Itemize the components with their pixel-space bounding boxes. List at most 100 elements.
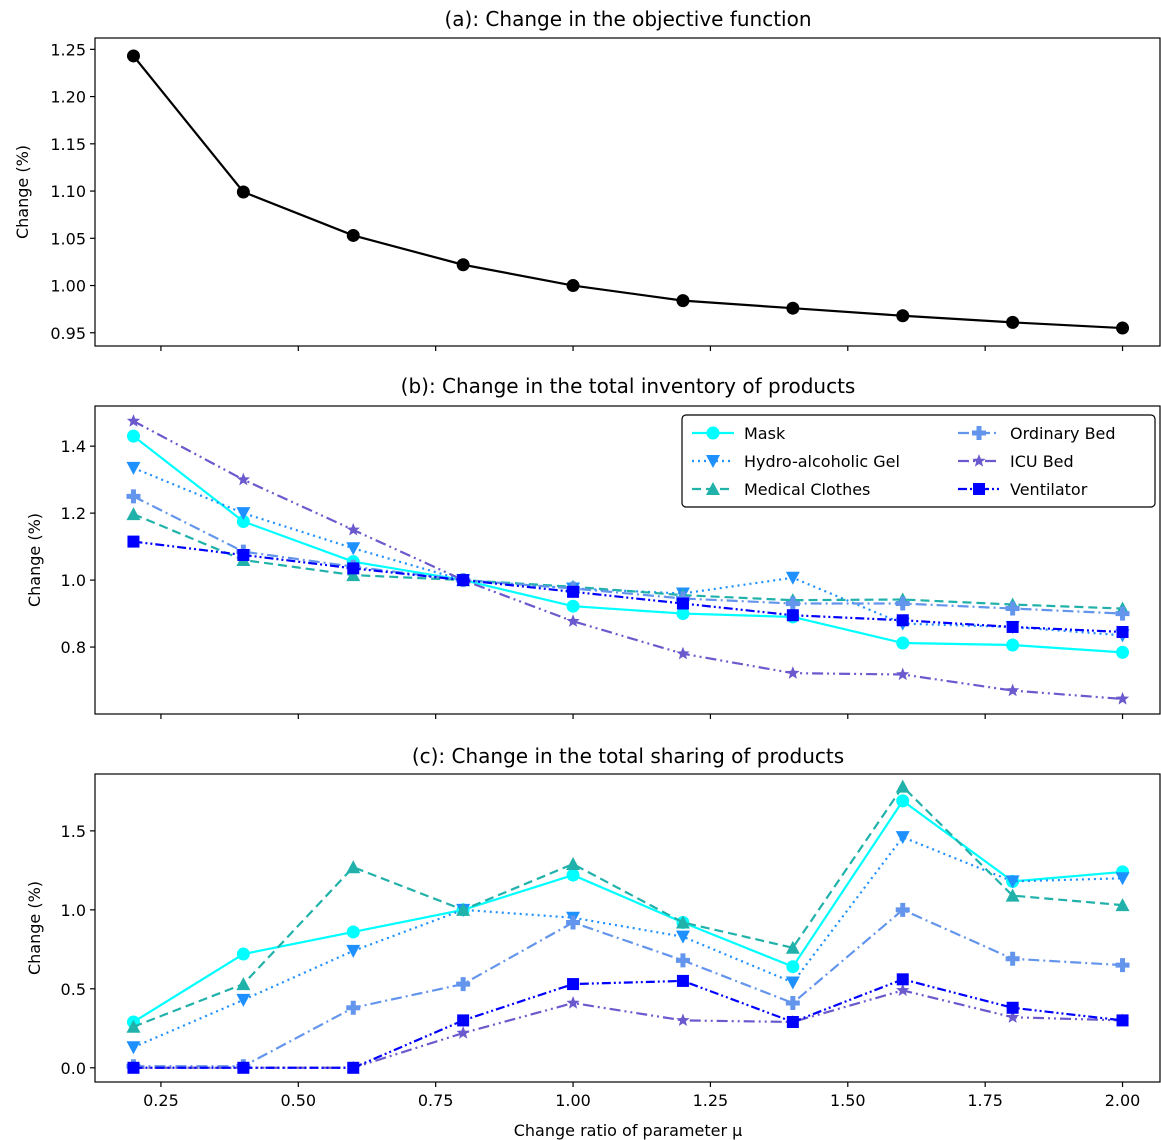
data-point [346, 860, 361, 874]
data-point [346, 925, 360, 939]
data-point [785, 596, 800, 611]
series-line [126, 49, 1130, 335]
x-tick-label: 1.00 [555, 1091, 591, 1110]
x-axis-label: Change ratio of parameter μ [514, 1121, 743, 1140]
axes-frame [94, 37, 1161, 347]
y-tick-label: 1.5 [61, 822, 86, 841]
data-point [127, 1061, 140, 1074]
y-tick-label: 1.05 [50, 229, 86, 248]
data-point [236, 993, 251, 1007]
axes-frame [94, 773, 1161, 1083]
chart-title: (c): Change in the total sharing of prod… [412, 744, 844, 768]
series-line [132, 435, 1123, 654]
data-point [347, 562, 360, 575]
data-point [896, 614, 909, 627]
series-icu-bed [126, 983, 1130, 1074]
y-tick-label: 1.2 [61, 504, 86, 523]
series-mask [126, 794, 1130, 1029]
data-point [567, 978, 580, 991]
axes-frame [94, 405, 1161, 715]
data-point [566, 279, 580, 293]
data-point [346, 1000, 361, 1015]
series-line [133, 835, 1123, 1049]
y-axis-label: Change (%) [25, 513, 44, 607]
y-tick-label: 1.0 [61, 901, 86, 920]
data-point [1005, 601, 1020, 616]
x-tick-label: 0.25 [143, 1091, 179, 1110]
data-point [676, 607, 690, 621]
data-point [1006, 315, 1020, 329]
data-point [1005, 683, 1020, 697]
data-point [566, 599, 580, 613]
data-point [346, 228, 360, 242]
series-line [132, 55, 1123, 330]
data-point [126, 1019, 141, 1033]
legend-item: ICU Bed [958, 452, 1074, 471]
data-point [1005, 951, 1020, 966]
data-point [785, 571, 800, 585]
data-point [236, 507, 251, 521]
legend-item: Ventilator [958, 480, 1088, 499]
chart-title: (a): Change in the objective function [444, 7, 811, 31]
series-medical-clothes [126, 779, 1130, 1033]
legend-marker [706, 482, 720, 495]
data-point [676, 646, 690, 660]
data-point [456, 902, 471, 916]
data-point [896, 309, 910, 323]
data-point [1116, 645, 1130, 659]
y-tick-label: 1.0 [61, 571, 86, 590]
series-line [133, 466, 1123, 637]
series-line [133, 989, 1123, 1069]
data-point [126, 461, 141, 475]
data-point [786, 1015, 799, 1028]
data-point [1116, 625, 1129, 638]
data-point [896, 794, 910, 808]
data-point [786, 666, 800, 679]
data-point [126, 429, 140, 443]
data-point [786, 609, 799, 622]
series-line [133, 513, 1123, 610]
data-point [1115, 872, 1130, 886]
panel-b: (b): Change in the total inventory of pr… [25, 374, 1161, 719]
y-tick-label: 1.15 [50, 135, 86, 154]
x-tick-label: 0.75 [418, 1091, 454, 1110]
data-point [675, 915, 690, 929]
series-line [132, 420, 1123, 701]
data-point [785, 976, 800, 990]
y-axis-label: Change (%) [13, 145, 32, 239]
data-point [1006, 1001, 1019, 1014]
data-point [236, 947, 250, 961]
data-point [236, 515, 250, 528]
data-point [566, 614, 580, 627]
panel-c: (c): Change in the total sharing of prod… [25, 744, 1161, 1140]
data-point [127, 535, 140, 548]
data-point [457, 574, 470, 587]
panel-a: (a): Change in the objective function Cha… [13, 7, 1161, 351]
y-tick-label: 1.25 [50, 40, 86, 59]
legend-marker [973, 483, 985, 495]
data-point [1006, 620, 1019, 633]
series-ventilator [127, 535, 1129, 638]
y-tick-label: 1.00 [50, 277, 86, 296]
series-ordinary-bed [126, 489, 1130, 621]
data-point [1116, 1014, 1129, 1027]
data-point [566, 857, 581, 871]
series-line [133, 908, 1123, 1068]
legend-label: ICU Bed [1010, 452, 1074, 471]
data-point [676, 1013, 690, 1027]
data-point [346, 522, 360, 536]
data-point [346, 542, 361, 556]
data-point [1005, 888, 1020, 902]
data-point [236, 472, 251, 486]
legend-marker [972, 426, 986, 440]
data-point [896, 973, 909, 986]
data-point [676, 294, 690, 308]
data-point [895, 596, 910, 611]
data-point [1006, 638, 1020, 652]
data-point [126, 1041, 141, 1055]
data-point [1115, 898, 1130, 912]
y-tick-label: 1.10 [50, 182, 86, 201]
data-point [1116, 321, 1130, 335]
x-tick-label: 2.00 [1105, 1091, 1141, 1110]
data-point [895, 902, 910, 917]
